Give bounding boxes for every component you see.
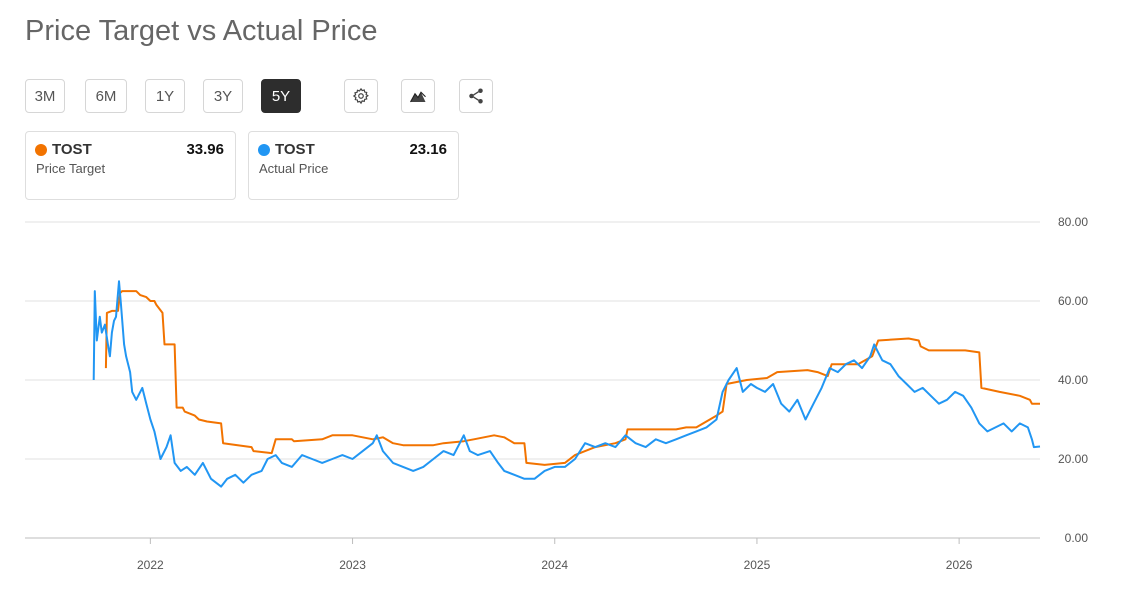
x-tick-label: 2026 [946, 558, 973, 572]
y-tick-label: 40.00 [1058, 373, 1088, 387]
series-dot-blue [258, 144, 270, 156]
page-title: Price Target vs Actual Price [25, 15, 378, 47]
chart-type-button[interactable] [401, 79, 435, 113]
grid-lines [25, 221, 1040, 539]
actual-price-line [92, 280, 1041, 488]
x-tick-label: 2024 [541, 558, 568, 572]
x-tick-label: 2023 [339, 558, 366, 572]
price-target-line [104, 290, 1040, 466]
share-button[interactable] [459, 79, 493, 113]
range-button-6m[interactable]: 6M [85, 79, 127, 113]
legend-label: Actual Price [259, 161, 329, 176]
legend-value: 33.96 [186, 141, 224, 158]
x-tick-label: 2022 [137, 558, 164, 572]
x-tick-label: 2025 [744, 558, 771, 572]
legend-ticker: TOST [275, 141, 315, 158]
y-tick-label: 80.00 [1058, 215, 1088, 229]
legend-value: 23.16 [409, 141, 447, 158]
gear-icon [352, 87, 369, 105]
mountain-chart-icon [410, 91, 426, 103]
legend-ticker: TOST [52, 141, 92, 158]
chart-series [92, 280, 1041, 488]
legend-price-target[interactable]: TOST 33.96 Price Target [25, 131, 236, 200]
settings-button[interactable] [344, 79, 378, 113]
y-tick-label: 60.00 [1058, 294, 1088, 308]
x-axis: 2022 2023 2024 2025 2026 [137, 538, 973, 572]
series-dot-orange [35, 144, 47, 156]
share-icon [469, 88, 483, 104]
y-tick-label: 20.00 [1058, 452, 1088, 466]
y-axis: 0.00 20.00 40.00 60.00 80.00 [1058, 215, 1088, 545]
y-tick-label: 0.00 [1065, 531, 1089, 545]
legend-label: Price Target [36, 161, 106, 176]
legend-actual-price[interactable]: TOST 23.16 Actual Price [248, 131, 459, 200]
range-button-5y[interactable]: 5Y [261, 79, 301, 113]
range-button-3m[interactable]: 3M [25, 79, 65, 113]
range-button-1y[interactable]: 1Y [145, 79, 185, 113]
range-button-3y[interactable]: 3Y [203, 79, 243, 113]
